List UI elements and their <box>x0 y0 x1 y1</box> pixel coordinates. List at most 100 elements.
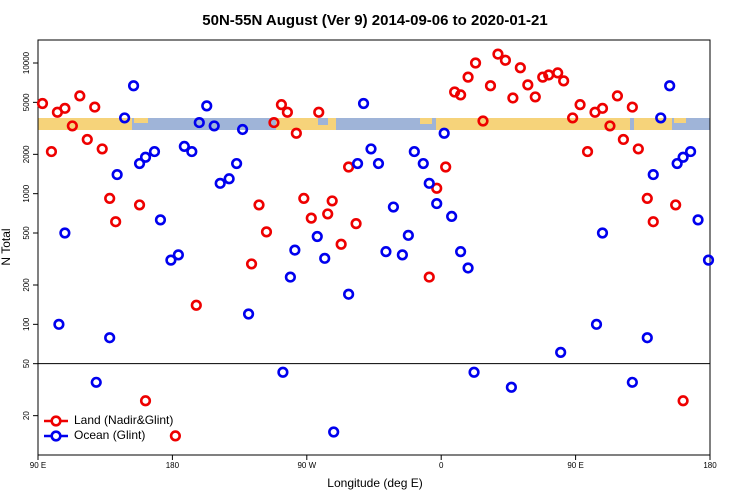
point <box>289 244 301 256</box>
point <box>365 143 377 155</box>
point <box>311 230 323 243</box>
point <box>455 246 467 258</box>
point <box>59 102 71 114</box>
chart-title: 50N-55N August (Ver 9) 2014-09-06 to 202… <box>202 12 547 29</box>
point <box>45 145 58 158</box>
point <box>692 214 704 226</box>
legend-label: Land (Nadir&Glint) <box>74 413 173 427</box>
point <box>343 288 355 300</box>
point <box>322 208 334 220</box>
point <box>590 318 603 330</box>
point <box>477 115 489 127</box>
point <box>492 48 504 60</box>
legend-label: Ocean (Glint) <box>74 428 145 442</box>
point <box>201 100 213 112</box>
point <box>670 199 682 211</box>
point <box>462 262 474 274</box>
point <box>529 91 541 103</box>
point <box>154 214 167 226</box>
x-axis-label: Longitude (deg E) <box>327 476 422 490</box>
y-axis-label: N Total <box>0 228 13 265</box>
point <box>66 120 78 132</box>
point <box>543 69 555 81</box>
y-tick-label: 100 <box>22 317 31 331</box>
point <box>664 80 676 92</box>
series <box>53 80 715 438</box>
x-tick-label: 90 W <box>297 461 316 470</box>
point <box>507 92 519 104</box>
point <box>172 249 184 261</box>
series <box>36 48 689 442</box>
plot-frame <box>37 39 711 456</box>
legend-marker <box>50 415 62 427</box>
point <box>641 332 653 344</box>
point <box>284 271 296 283</box>
y-tick-label: 2000 <box>22 145 31 163</box>
point <box>626 101 638 113</box>
point <box>268 116 280 129</box>
point <box>505 381 517 393</box>
point <box>423 177 435 189</box>
point <box>372 157 385 170</box>
point <box>133 157 146 170</box>
point <box>223 173 235 185</box>
point <box>253 199 265 211</box>
point <box>186 145 198 158</box>
point <box>552 67 564 79</box>
point <box>110 216 122 228</box>
point <box>446 210 458 222</box>
y-tick-label: 10000 <box>22 51 31 74</box>
point <box>190 299 202 311</box>
point <box>350 218 362 230</box>
point <box>611 90 624 102</box>
point <box>214 177 226 189</box>
point <box>335 238 347 250</box>
y-tick-label: 50 <box>22 359 31 368</box>
point <box>462 71 474 83</box>
point <box>326 195 338 207</box>
point <box>277 366 289 378</box>
point <box>231 157 243 170</box>
point <box>139 151 152 163</box>
point <box>104 192 116 205</box>
point <box>632 143 644 155</box>
point <box>133 199 146 211</box>
x-tick-label: 90 E <box>567 461 583 470</box>
point <box>313 106 325 118</box>
point <box>558 75 570 87</box>
point <box>380 246 392 258</box>
point <box>351 157 364 170</box>
point <box>242 308 255 320</box>
point <box>484 80 497 92</box>
point <box>468 366 480 378</box>
x-tick-label: 180 <box>703 461 717 470</box>
point <box>260 226 273 238</box>
point <box>617 133 629 146</box>
y-tick-label: 500 <box>22 226 31 240</box>
point <box>387 201 400 213</box>
point <box>574 99 586 111</box>
point <box>596 227 609 239</box>
point <box>567 112 579 124</box>
point <box>275 99 288 111</box>
point <box>208 120 220 132</box>
point <box>417 157 429 170</box>
point <box>104 332 116 344</box>
point <box>36 97 49 110</box>
point <box>455 89 467 101</box>
point <box>499 54 512 66</box>
point <box>440 161 452 173</box>
y-tick-label: 20 <box>22 411 31 420</box>
surface-strip <box>38 118 710 130</box>
x-tick-label: 90 E <box>30 461 46 470</box>
x-tick-label: 180 <box>166 461 180 470</box>
y-tick-label: 1000 <box>22 184 31 202</box>
point <box>396 249 408 261</box>
point <box>402 229 414 241</box>
point <box>178 140 190 153</box>
y-tick-label: 200 <box>22 278 31 292</box>
point <box>522 79 534 91</box>
point <box>245 258 258 270</box>
point <box>305 212 317 224</box>
point <box>555 346 567 358</box>
